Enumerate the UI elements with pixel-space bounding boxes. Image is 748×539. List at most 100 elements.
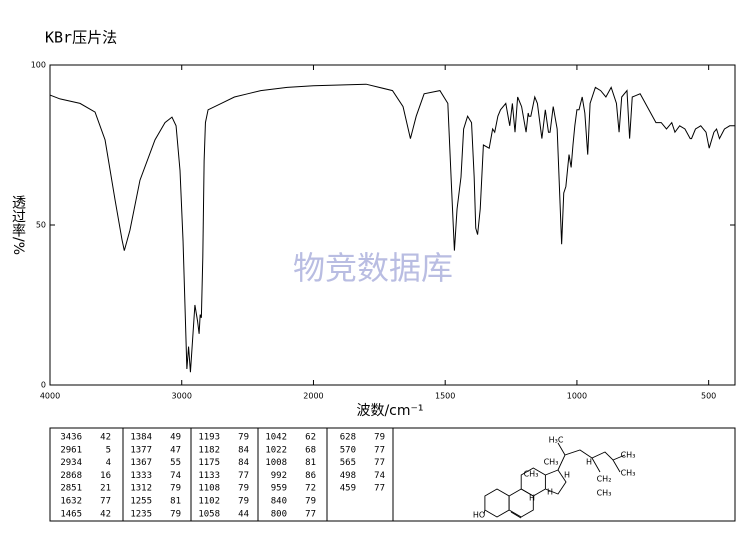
table-dividers xyxy=(122,428,394,521)
peak-wavenumber: 1175 xyxy=(198,458,220,468)
peak-wavenumber: 1058 xyxy=(198,509,220,519)
x-axis-label: 波数/cm⁻¹ xyxy=(356,403,423,419)
atom-label: CH₃ xyxy=(621,451,636,460)
y-tick-label: 0 xyxy=(41,381,46,390)
y-tick-label: 50 xyxy=(36,221,46,230)
peak-transmittance: 49 xyxy=(170,433,181,443)
ring-d xyxy=(545,469,567,495)
peak-transmittance: 44 xyxy=(238,509,249,519)
y-tick-label: 100 xyxy=(31,61,46,70)
peak-transmittance: 81 xyxy=(305,458,316,468)
ring-a xyxy=(484,488,510,518)
peak-wavenumber: 570 xyxy=(340,445,356,455)
x-tick-label: 500 xyxy=(701,392,716,401)
atom-label: CH₃ xyxy=(524,470,539,479)
bond xyxy=(591,457,601,473)
atom-label: H xyxy=(564,471,570,480)
atom-label: CH₃ xyxy=(621,469,636,478)
peak-wavenumber: 1182 xyxy=(198,445,220,455)
peak-transmittance: 79 xyxy=(170,509,181,519)
peak-transmittance: 86 xyxy=(305,471,316,481)
bond xyxy=(557,442,566,456)
double-bond xyxy=(510,511,522,519)
peak-wavenumber: 1333 xyxy=(130,471,152,481)
watermark: 物竞数据库 xyxy=(293,249,453,287)
peak-wavenumber: 1377 xyxy=(130,445,152,455)
peak-wavenumber: 1465 xyxy=(60,509,82,519)
chart-title: KBr压片法 xyxy=(45,29,117,47)
peak-transmittance: 68 xyxy=(305,445,316,455)
peak-wavenumber: 628 xyxy=(340,433,356,443)
spectrum-line xyxy=(49,83,735,373)
peak-transmittance: 77 xyxy=(374,458,385,468)
atom-label: CH₂ xyxy=(597,475,612,484)
peak-wavenumber: 2851 xyxy=(60,484,82,494)
peak-wavenumber: 1632 xyxy=(60,497,82,507)
peak-transmittance: 62 xyxy=(305,433,316,443)
peak-transmittance: 77 xyxy=(374,445,385,455)
peak-wavenumber: 1235 xyxy=(130,509,152,519)
peak-wavenumber: 498 xyxy=(340,471,356,481)
peak-transmittance: 72 xyxy=(305,484,316,494)
peak-wavenumber: 1022 xyxy=(265,445,287,455)
peak-transmittance: 42 xyxy=(100,433,111,443)
plot-frame xyxy=(49,64,736,386)
atom-label: H xyxy=(586,458,592,467)
structure xyxy=(483,442,626,519)
peak-wavenumber: 1133 xyxy=(198,471,220,481)
peak-wavenumber: 2961 xyxy=(60,445,82,455)
peak-transmittance: 74 xyxy=(374,471,385,481)
peak-transmittance: 77 xyxy=(305,509,316,519)
x-tick-label: 2000 xyxy=(303,392,323,401)
peak-transmittance: 84 xyxy=(238,445,249,455)
peak-wavenumber: 2868 xyxy=(60,471,82,481)
atom-label: HO xyxy=(473,511,485,520)
peak-wavenumber: 1108 xyxy=(198,484,220,494)
peak-transmittance: 55 xyxy=(170,458,181,468)
atom-label: H xyxy=(529,494,535,503)
peak-transmittance: 79 xyxy=(238,433,249,443)
x-tick-label: 1500 xyxy=(435,392,455,401)
peak-transmittance: 77 xyxy=(100,497,111,507)
peak-transmittance: 77 xyxy=(238,471,249,481)
peak-wavenumber: 1102 xyxy=(198,497,220,507)
bond xyxy=(612,459,621,473)
peak-transmittance: 79 xyxy=(374,433,385,443)
peak-wavenumber: 1384 xyxy=(130,433,152,443)
x-tick-label: 1000 xyxy=(567,392,587,401)
bond xyxy=(483,509,486,515)
peak-transmittance: 79 xyxy=(238,484,249,494)
peak-transmittance: 77 xyxy=(374,484,385,494)
peak-wavenumber: 1193 xyxy=(198,433,220,443)
peak-transmittance: 4 xyxy=(106,458,111,468)
atom-label: H xyxy=(547,488,553,497)
x-tick-label: 3000 xyxy=(172,392,192,401)
atom-label: CH₃ xyxy=(544,458,559,467)
atom-label: H₃C xyxy=(549,436,564,445)
peak-transmittance: 79 xyxy=(238,497,249,507)
peak-transmittance: 84 xyxy=(238,458,249,468)
peak-wavenumber: 1255 xyxy=(130,497,152,507)
peak-transmittance: 79 xyxy=(170,484,181,494)
peak-wavenumber: 1367 xyxy=(130,458,152,468)
peak-transmittance: 21 xyxy=(100,484,111,494)
peak-wavenumber: 459 xyxy=(340,484,356,494)
peak-wavenumber: 992 xyxy=(271,471,287,481)
peak-wavenumber: 840 xyxy=(271,497,287,507)
peak-wavenumber: 1312 xyxy=(130,484,152,494)
peak-wavenumber: 565 xyxy=(340,458,356,468)
peak-transmittance: 5 xyxy=(106,445,111,455)
peak-transmittance: 81 xyxy=(170,497,181,507)
peak-transmittance: 16 xyxy=(100,471,111,481)
peak-wavenumber: 1008 xyxy=(265,458,287,468)
peak-transmittance: 47 xyxy=(170,445,181,455)
atom-label: CH₃ xyxy=(597,489,612,498)
peak-wavenumber: 800 xyxy=(271,509,287,519)
peak-transmittance: 42 xyxy=(100,509,111,519)
peak-wavenumber: 2934 xyxy=(60,458,82,468)
peak-wavenumber: 3436 xyxy=(60,433,82,443)
peak-transmittance: 79 xyxy=(305,497,316,507)
x-tick-label: 4000 xyxy=(40,392,60,401)
y-axis-label: 透过率/% xyxy=(10,195,26,255)
